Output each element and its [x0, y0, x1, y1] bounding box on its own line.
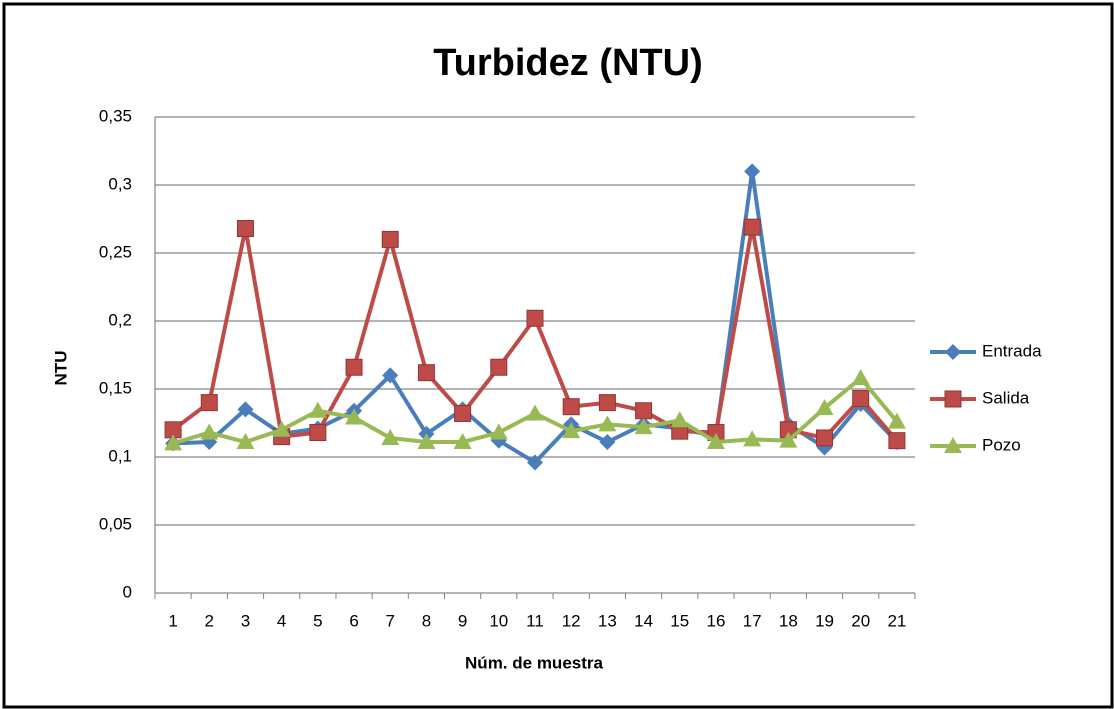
- marker: [381, 230, 399, 248]
- marker: [887, 412, 906, 429]
- x-tick-label: 12: [562, 611, 581, 630]
- marker: [562, 398, 580, 416]
- y-tick-label: 0,05: [99, 514, 132, 533]
- x-tick-label: 21: [887, 611, 906, 630]
- y-tick-label: 0,35: [99, 106, 132, 125]
- y-tick-label: 0: [123, 582, 132, 601]
- marker: [489, 423, 508, 440]
- marker: [945, 344, 961, 360]
- x-tick-label: 15: [670, 611, 689, 630]
- chart-title: Turbidez (NTU): [433, 42, 702, 84]
- marker: [453, 433, 472, 450]
- x-tick-label: 1: [168, 611, 177, 630]
- marker: [816, 429, 834, 447]
- y-tick-label: 0,15: [99, 378, 132, 397]
- legend-label: Pozo: [982, 435, 1021, 454]
- marker: [634, 418, 653, 435]
- marker: [743, 430, 762, 447]
- marker: [272, 420, 291, 437]
- x-tick-label: 5: [313, 611, 322, 630]
- marker: [706, 433, 725, 450]
- marker: [490, 358, 508, 376]
- x-tick-label: 20: [851, 611, 870, 630]
- y-tick-label: 0,2: [108, 310, 132, 329]
- marker: [598, 394, 616, 412]
- marker: [815, 399, 834, 416]
- marker: [599, 434, 616, 451]
- marker: [200, 423, 219, 440]
- y-tick-label: 0,25: [99, 242, 132, 261]
- y-tick-label: 0,1: [108, 446, 132, 465]
- x-tick-label: 16: [706, 611, 725, 630]
- marker: [308, 401, 327, 418]
- marker: [200, 394, 218, 412]
- marker: [888, 432, 906, 450]
- marker: [417, 364, 435, 382]
- marker: [236, 220, 254, 238]
- x-tick-label: 7: [386, 611, 395, 630]
- x-tick-label: 3: [241, 611, 250, 630]
- marker: [779, 431, 798, 448]
- marker: [562, 422, 581, 439]
- marker: [526, 309, 544, 327]
- marker: [417, 433, 436, 450]
- marker: [598, 415, 617, 432]
- y-tick-label: 0,3: [108, 174, 132, 193]
- x-tick-label: 6: [349, 611, 358, 630]
- x-axis-label: Núm. de muestra: [465, 653, 603, 672]
- marker: [852, 390, 870, 408]
- marker: [944, 390, 962, 408]
- x-tick-label: 13: [598, 611, 617, 630]
- x-tick-label: 18: [779, 611, 798, 630]
- marker: [743, 218, 761, 236]
- x-tick-label: 8: [422, 611, 431, 630]
- marker: [164, 434, 183, 451]
- x-tick-label: 10: [489, 611, 508, 630]
- marker: [345, 408, 364, 425]
- marker: [382, 367, 399, 384]
- marker: [744, 163, 761, 180]
- marker: [670, 411, 689, 428]
- marker: [526, 404, 544, 421]
- x-tick-label: 9: [458, 611, 467, 630]
- y-axis-label: NTU: [51, 351, 70, 386]
- x-tick-label: 14: [634, 611, 653, 630]
- x-tick-label: 4: [277, 611, 286, 630]
- marker: [237, 401, 254, 418]
- marker: [527, 454, 543, 471]
- marker: [454, 404, 472, 422]
- marker: [851, 369, 870, 386]
- marker: [635, 402, 653, 420]
- x-tick-label: 2: [205, 611, 214, 630]
- legend-label: Salida: [982, 388, 1030, 407]
- marker: [944, 437, 962, 453]
- legend-label: Entrada: [982, 341, 1042, 360]
- x-tick-label: 17: [743, 611, 762, 630]
- marker: [236, 433, 255, 450]
- marker: [345, 358, 363, 376]
- marker: [381, 428, 400, 445]
- marker: [309, 424, 327, 442]
- x-tick-label: 11: [526, 611, 544, 630]
- x-tick-label: 19: [815, 611, 834, 630]
